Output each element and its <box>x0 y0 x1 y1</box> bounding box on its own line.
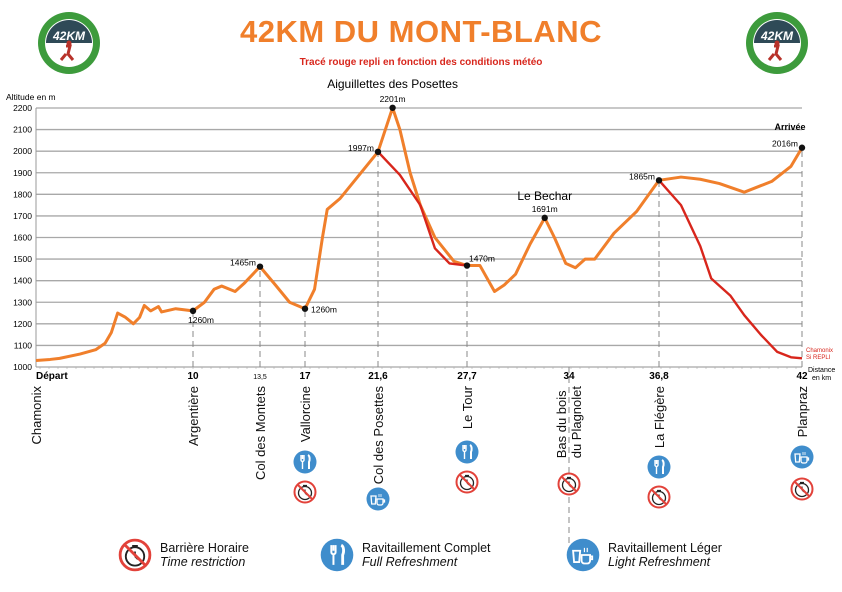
race-logo-left: 42KM <box>38 12 100 74</box>
y-tick-label: 1100 <box>14 340 33 350</box>
waypoint-altitude-label: 2201m <box>380 94 406 104</box>
y-tick-label: 1600 <box>13 233 32 243</box>
x-tick-label: Départ <box>36 371 68 382</box>
profile-line-main <box>35 106 804 363</box>
fork-knife-icon <box>455 440 479 464</box>
x-tick-label: 42 <box>796 371 808 382</box>
fork-knife-icon <box>293 450 317 474</box>
clock-crossed-icon <box>790 477 814 501</box>
legend-label: Ravitaillement Léger <box>608 541 722 555</box>
peak-label: Le Bechar <box>517 189 572 203</box>
clock-crossed-icon <box>455 470 479 494</box>
cup-icon <box>790 445 814 469</box>
x-tick-label: 17 <box>299 371 311 382</box>
x-axis-label: Distance <box>808 367 835 374</box>
legend-label: Ravitaillement Complet <box>362 541 491 555</box>
place-label: La Flégère <box>651 386 667 449</box>
x-tick-label: 36,8 <box>649 371 669 382</box>
y-tick-label: 1000 <box>13 362 32 372</box>
y-tick-label: 1400 <box>13 276 32 286</box>
y-tick-label: 2000 <box>13 146 32 156</box>
profile-line-repli <box>658 179 803 360</box>
waypoint-altitude-label: 1865m <box>629 171 655 181</box>
place-label: Bas du bois du Plagnolet <box>554 386 584 459</box>
y-tick-label: 2100 <box>13 125 32 135</box>
waypoint-marker <box>541 214 548 222</box>
svg-text:42KM: 42KM <box>52 29 86 43</box>
y-tick-label: 2200 <box>13 103 32 113</box>
svg-text:42KM: 42KM <box>760 29 794 43</box>
cup-icon <box>566 538 600 572</box>
y-tick-label: 1500 <box>13 254 32 264</box>
waypoint-marker <box>301 305 309 312</box>
fork-knife-icon <box>320 538 354 572</box>
race-logo-right: 42KM <box>746 12 808 74</box>
y-tick-label: 1900 <box>13 168 32 178</box>
waypoint-marker <box>389 104 396 111</box>
finish-label: Arrivée <box>774 122 805 132</box>
poster-subtitle: Tracé rouge repli en fonction des condit… <box>299 57 543 68</box>
waypoint-altitude-label: 1260m <box>188 315 214 325</box>
poster-title: 42KM DU MONT-BLANC <box>239 14 603 49</box>
repli-end-label-2: Si REPLI <box>806 355 831 361</box>
cup-icon <box>366 487 390 511</box>
legend-label: Barrière Horaire <box>160 541 249 555</box>
waypoint-altitude-label: 1260m <box>311 305 337 315</box>
waypoint-marker <box>655 177 663 184</box>
x-tick-label: 13,5 <box>253 374 267 381</box>
waypoint-altitude-label: 1465m <box>230 258 256 268</box>
repli-end-label: Chamonix <box>806 348 833 354</box>
x-tick-label: 10 <box>187 371 199 382</box>
legend-label-en: Full Refreshment <box>362 555 458 569</box>
legend-item: Ravitaillement Léger Light Refreshment <box>566 538 722 572</box>
y-axis-label: Altitude en m <box>6 92 56 102</box>
profile-line-repli <box>377 150 468 267</box>
waypoint-altitude-label: 1997m <box>348 143 374 153</box>
place-label: Col des Posettes <box>370 386 386 485</box>
place-label: Le Tour <box>459 386 475 430</box>
y-tick-label: 1200 <box>13 319 32 329</box>
waypoint-altitude-label: 2016m <box>772 139 798 149</box>
x-tick-label: 27,7 <box>457 371 477 382</box>
x-tick-label: 21,6 <box>368 371 388 382</box>
place-label: Planpraz <box>794 386 810 438</box>
waypoint-marker <box>256 263 264 270</box>
summit-label: Aiguillettes des Posettes <box>327 77 458 91</box>
x-axis-label-unit: en km <box>812 375 831 382</box>
waypoint-marker <box>463 262 471 269</box>
place-label: Argentière <box>185 386 201 446</box>
place-label: Chamonix <box>28 386 44 445</box>
fork-knife-icon <box>647 455 671 479</box>
waypoint-altitude-label: 1691m <box>532 204 558 214</box>
place-label: Col des Montets <box>252 386 268 480</box>
clock-crossed-icon <box>557 472 581 496</box>
y-tick-label: 1800 <box>13 189 32 199</box>
waypoint-marker <box>374 148 382 156</box>
waypoint-altitude-label: 1470m <box>469 254 495 264</box>
x-tick-label: 34 <box>563 371 575 382</box>
y-tick-label: 1700 <box>13 211 32 221</box>
clock-crossed-icon <box>118 538 152 572</box>
waypoint-marker <box>798 144 806 151</box>
clock-crossed-icon <box>293 480 317 504</box>
clock-crossed-icon <box>647 485 671 509</box>
y-tick-label: 1300 <box>13 297 32 307</box>
legend-label-en: Light Refreshment <box>608 555 711 569</box>
place-label: Vallorcine <box>297 386 313 443</box>
legend-item: Ravitaillement Complet Full Refreshment <box>320 538 491 572</box>
legend-item: Barrière Horaire Time restriction <box>118 538 249 572</box>
waypoint-marker <box>189 307 197 315</box>
legend-label-en: Time restriction <box>160 555 246 569</box>
